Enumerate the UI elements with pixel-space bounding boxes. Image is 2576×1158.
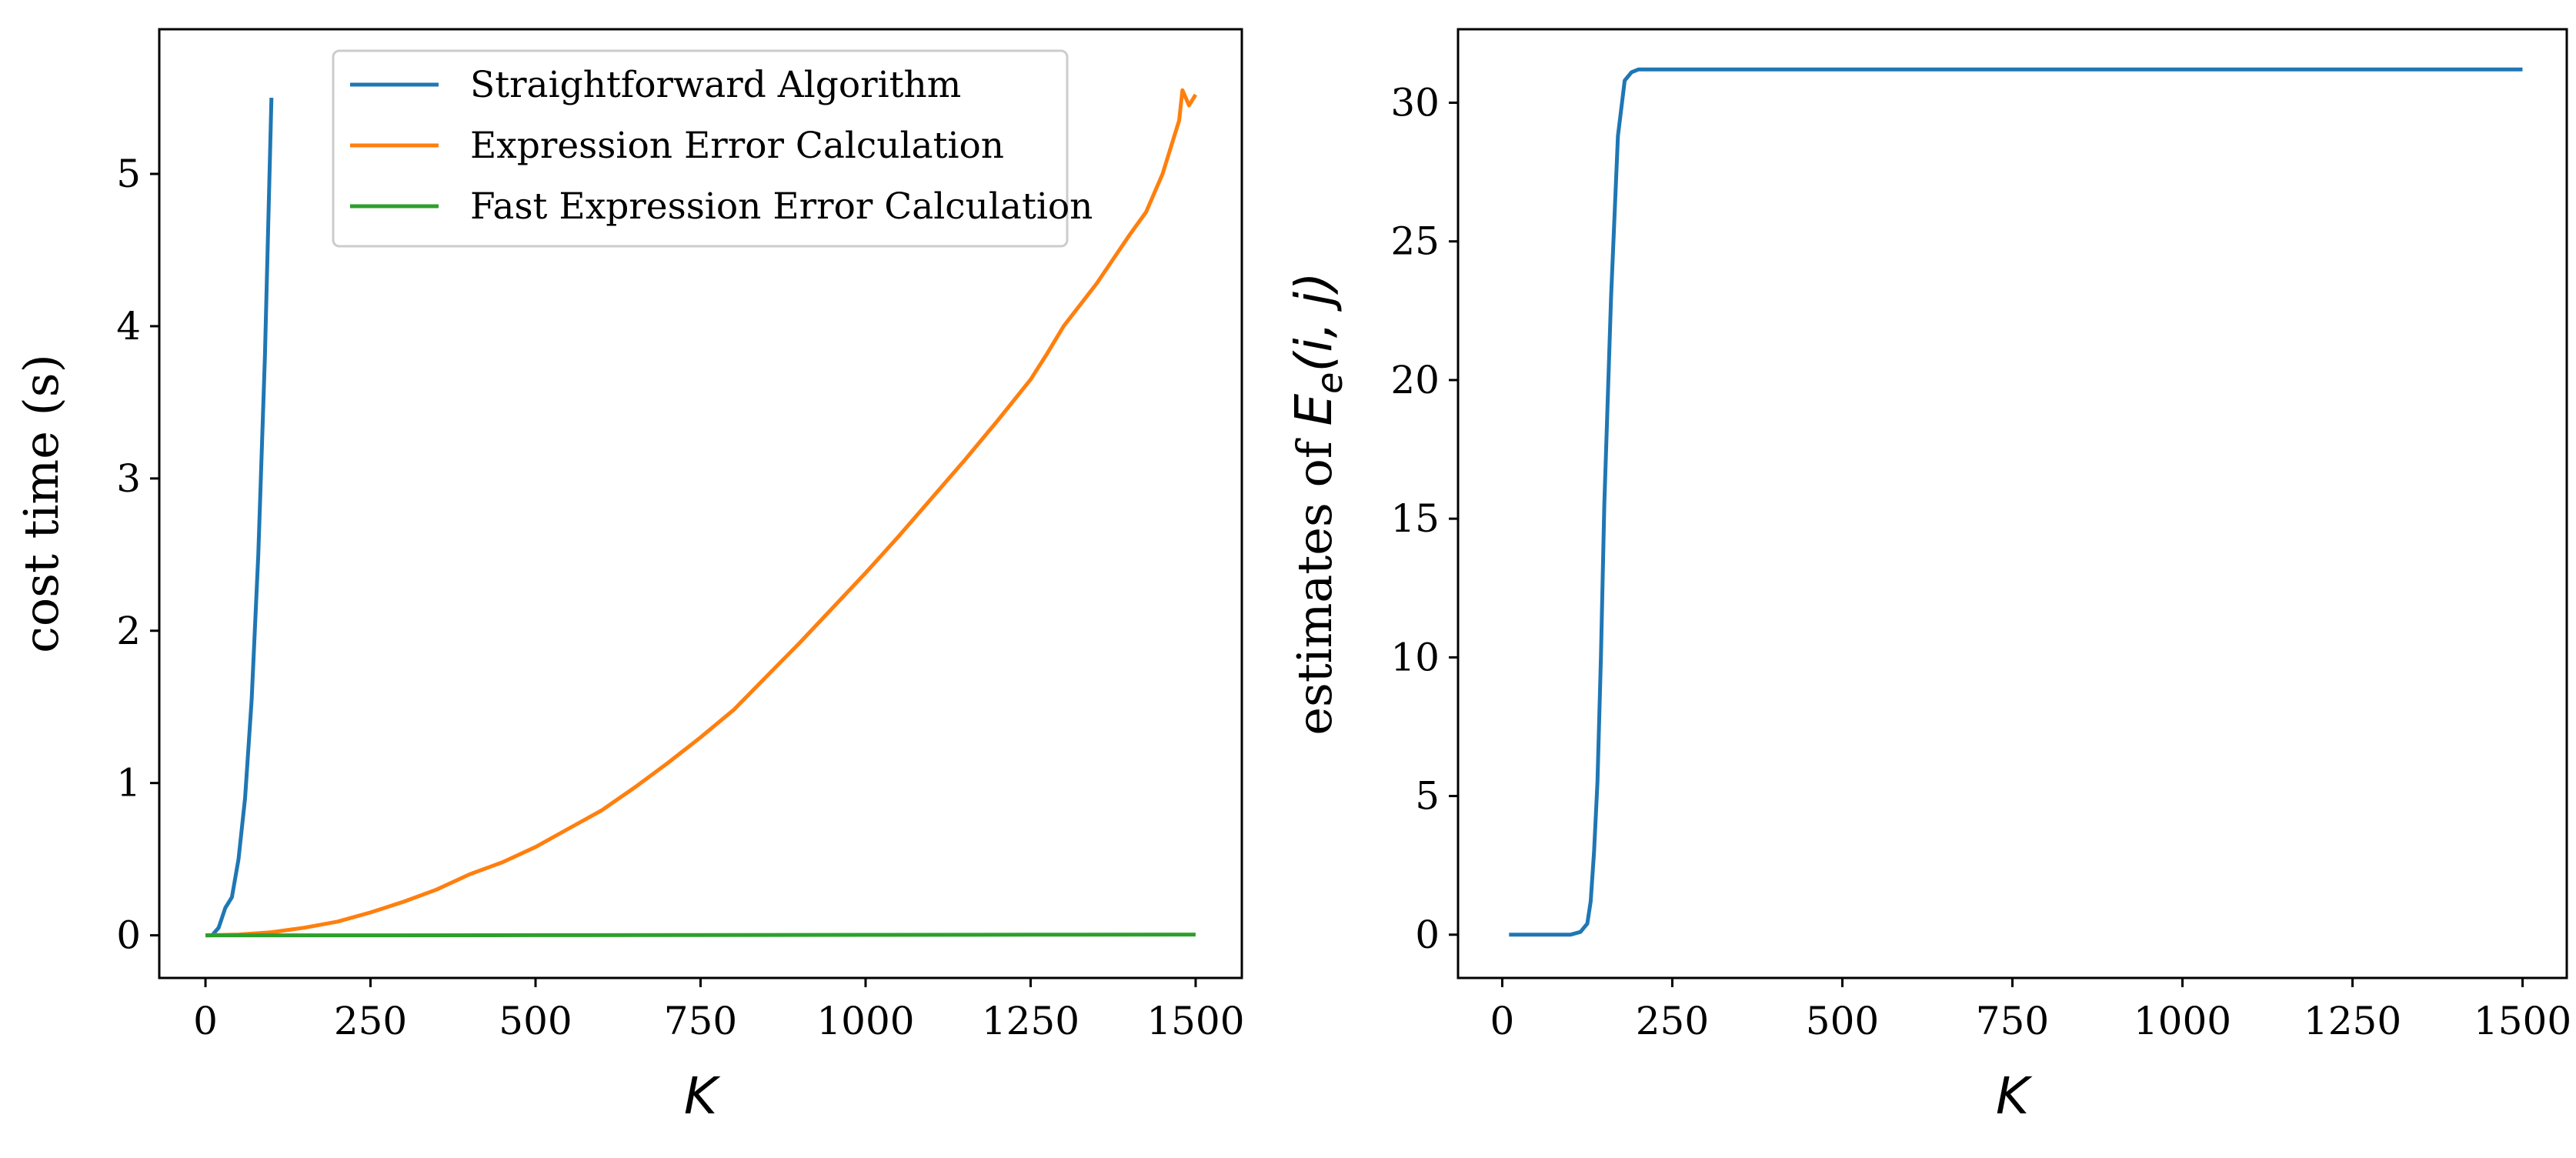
y-tick-label: 5 xyxy=(116,152,141,196)
y-tick-label: 5 xyxy=(1415,774,1440,819)
x-tick-label: 1500 xyxy=(1146,999,1244,1043)
x-tick-label: 1000 xyxy=(816,999,914,1043)
right-chart-panel: 0 250 500 750 1000 1250 1500 0 5 10 15 20 25 30 Kestim… xyxy=(1284,28,2571,1126)
y-tick-label: 10 xyxy=(1390,635,1440,679)
y-tick-label: 30 xyxy=(1390,81,1440,125)
y-tick-label: 3 xyxy=(116,456,141,501)
x-axis-label: K xyxy=(1996,1066,2033,1126)
x-tick-label: 0 xyxy=(193,999,218,1043)
y-tick-label: 0 xyxy=(116,913,141,958)
series-line-expression-error-calculation xyxy=(205,88,1198,938)
x-tick-label: 250 xyxy=(1636,999,1709,1043)
x-tick-label: 1250 xyxy=(982,999,1079,1043)
x-tick-label: 0 xyxy=(1490,999,1515,1043)
y-tick-label: 0 xyxy=(1415,913,1440,957)
y-axis-label: cost time (s) xyxy=(13,354,69,653)
y-axis-label-math: E xyxy=(1284,394,1343,426)
x-tick-label: 500 xyxy=(1806,999,1879,1043)
legend-box xyxy=(332,49,1069,248)
x-tick-label: 1250 xyxy=(2304,999,2401,1043)
x-tick-label: 1000 xyxy=(2134,999,2231,1043)
x-tick-label: 750 xyxy=(664,999,737,1043)
x-axis-label: K xyxy=(684,1066,721,1126)
legend-label: Fast Expression Error Calculation xyxy=(470,185,1093,228)
y-axis-label-subscript: e xyxy=(1309,372,1350,394)
y-tick-label: 15 xyxy=(1390,496,1440,541)
legend-label: Expression Error Calculation xyxy=(470,125,1004,167)
x-tick-label: 250 xyxy=(334,999,407,1043)
series-line-straightforward-algorithm xyxy=(205,98,274,938)
series-line-estimates xyxy=(1509,67,2523,937)
y-tick-label: 1 xyxy=(116,761,141,806)
y-tick-label: 20 xyxy=(1390,358,1440,402)
y-tick-label: 2 xyxy=(116,609,141,653)
x-tick-label: 750 xyxy=(1976,999,2049,1043)
y-tick-label: 4 xyxy=(116,304,141,349)
series-line-fast-expression-error-calculation xyxy=(205,933,1196,938)
y-axis-label: estimates of Ee(i, j) xyxy=(1284,272,1350,735)
x-tick-label: 500 xyxy=(499,999,572,1043)
y-axis-label-args: (i, j) xyxy=(1284,272,1343,372)
legend-label: Straightforward Algorithm xyxy=(470,64,961,106)
y-axis-label-prefix: estimates of xyxy=(1286,426,1343,736)
y-tick-label: 25 xyxy=(1390,219,1440,264)
x-tick-label: 1500 xyxy=(2474,999,2571,1043)
